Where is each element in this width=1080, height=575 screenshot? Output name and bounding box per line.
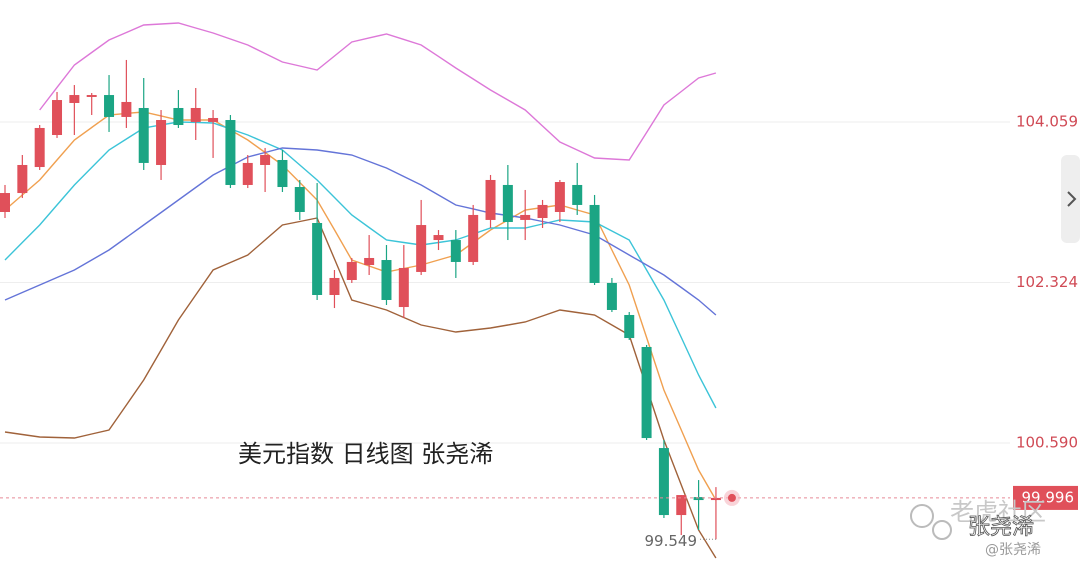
candle-body [104,95,115,117]
candle-body [69,95,80,103]
wm-author: 张尧浠 [968,515,1034,540]
candle-body [641,346,652,439]
candle-body [676,495,687,516]
candle-body [364,257,375,266]
candle-body [277,159,288,188]
candle-body [34,127,45,168]
candle-body [537,204,548,219]
indicator-line [39,22,717,161]
candle-body [589,204,600,283]
candle-body [606,282,617,310]
candle-body [173,107,184,126]
candle-body [693,497,704,501]
candle-body [294,187,305,212]
candle-body [502,184,513,222]
nav-button[interactable] [1061,155,1080,243]
candle-body [52,100,63,136]
candle-body [190,107,201,122]
y-tick-label: 102.324 [1016,273,1078,291]
candle-body [138,107,149,163]
candle-body [416,225,427,272]
candle-body [520,214,531,220]
candle-body [312,223,323,295]
wm-icon [910,504,934,528]
indicator-line [4,217,717,559]
candle-body [208,117,219,122]
candle-body [658,448,669,516]
candle-body [329,277,340,295]
annotation: 美元指数 日线图 张尧浠 [238,440,493,468]
candle-body [156,120,167,165]
candle-body [468,214,479,262]
candle-body [346,261,357,281]
wm-icon [932,520,952,540]
candle-body [17,164,28,194]
candle-body [260,154,271,165]
price-label-bg [1013,485,1078,510]
watermark: 老虎社区 张尧浠 @张尧浠 [910,498,1046,558]
candle-body [710,497,721,501]
candle-body [624,314,635,339]
candle-body [450,240,461,262]
price-label: 99.996 [1022,488,1075,506]
candle-body [121,101,132,117]
candle-body [572,184,583,205]
candle-body [86,95,97,97]
price-dot [727,493,736,502]
candle-body [225,120,236,185]
nav-chevron[interactable] [1067,191,1077,207]
candle-body [0,193,10,212]
wm-handle: @张尧浠 [985,542,1041,558]
candle-body [485,179,496,220]
candle-body [398,267,409,308]
candle-body [433,235,444,241]
y-tick-label: 104.059 [1016,112,1078,130]
candle-body [554,182,565,212]
y-tick-label: 100.590 [1016,433,1078,451]
low-label: 99.549 [645,532,698,550]
candle-body [381,260,392,300]
candle-body [242,162,253,185]
wm-brand: 老虎社区 [950,498,1046,526]
